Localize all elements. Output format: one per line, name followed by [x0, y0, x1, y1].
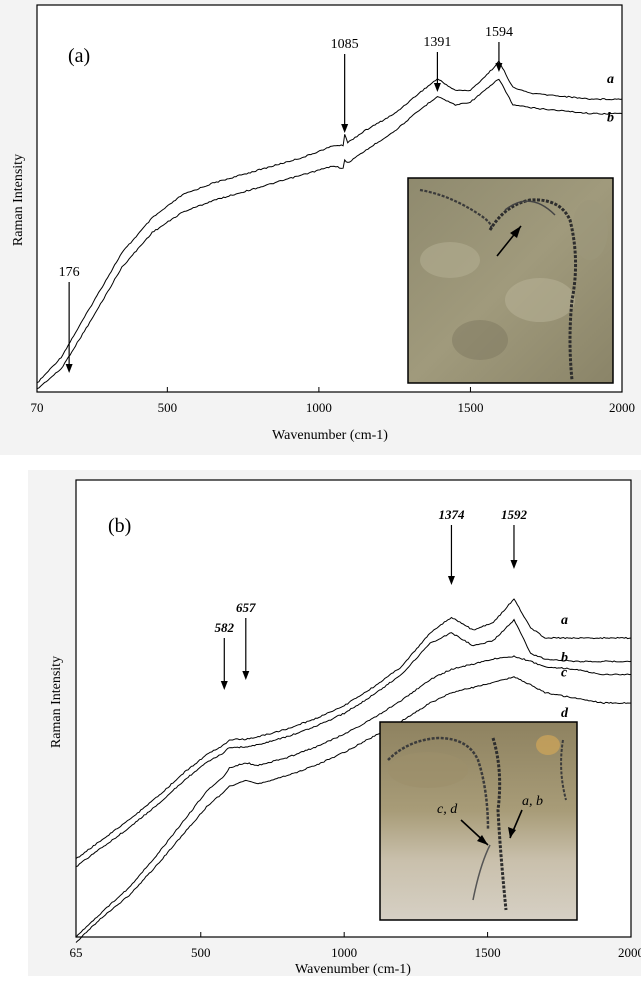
chart-b-inset-photo: c, d a, b: [380, 722, 577, 920]
chart-b-inset-label-cd: c, d: [437, 802, 458, 817]
peak-label-1592: 1592: [501, 507, 528, 522]
chart-b-xlabel: Wavenumber (cm-1): [295, 962, 411, 976]
series-tag-c: c: [561, 665, 568, 680]
x-tick-label: 1500: [457, 400, 483, 415]
x-tick-label: 2000: [609, 400, 635, 415]
series-tag-d: d: [561, 706, 569, 721]
series-tag-b: b: [561, 650, 568, 665]
series-tag-b: b: [607, 111, 614, 126]
x-tick-label: 500: [158, 400, 178, 415]
peak-label-1374: 1374: [438, 507, 465, 522]
series-tag-a: a: [561, 613, 568, 628]
peak-label-1085: 1085: [331, 37, 359, 52]
x-tick-label: 70: [31, 400, 44, 415]
x-tick-label: 500: [191, 945, 211, 960]
chart-a-inset-photo: [408, 178, 613, 383]
chart-a-svg: (a) Raman Intensity Wavenumber (cm-1) 70…: [0, 0, 641, 455]
x-tick-label: 2000: [618, 945, 641, 960]
peak-label-1391: 1391: [423, 35, 451, 50]
x-tick-label: 1000: [306, 400, 332, 415]
chart-a-xlabel: Wavenumber (cm-1): [272, 428, 388, 443]
series-tag-a: a: [607, 72, 614, 87]
peak-label-657: 657: [236, 600, 256, 615]
panel-a: (a) Raman Intensity Wavenumber (cm-1) 70…: [0, 0, 641, 455]
chart-a-panel-label: (a): [68, 45, 90, 67]
x-tick-label: 65: [70, 945, 83, 960]
chart-b-inset-label-ab: a, b: [522, 794, 543, 809]
peak-label-1594: 1594: [485, 25, 513, 40]
peak-label-582: 582: [215, 620, 235, 635]
chart-b-panel-label: (b): [108, 515, 131, 537]
x-tick-label: 1500: [475, 945, 501, 960]
chart-a-ylabel: Raman Intensity: [11, 154, 26, 246]
panel-b: (b) Raman Intensity Wavenumber (cm-1) 65…: [28, 470, 641, 976]
chart-b-ylabel: Raman Intensity: [49, 656, 64, 748]
x-tick-label: 1000: [331, 945, 357, 960]
peak-label-176: 176: [59, 265, 80, 280]
chart-b-svg: (b) Raman Intensity Wavenumber (cm-1) 65…: [28, 470, 641, 976]
